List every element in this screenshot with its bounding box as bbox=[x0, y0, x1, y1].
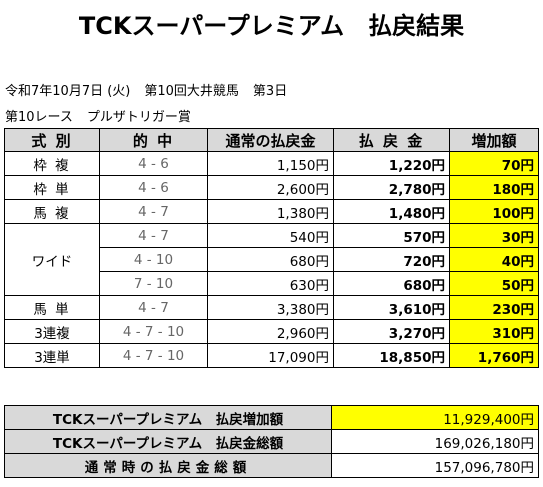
summary-row-premium: TCKスーパープレミアム 払戻金総額 169,026,180円 bbox=[4, 429, 539, 454]
race-date: 令和7年10月7日 (火) bbox=[5, 84, 131, 99]
normal-total-label: 通常時の払戻金総額 bbox=[4, 453, 332, 478]
premium-payout: 720円 bbox=[333, 247, 450, 272]
increase-amount: 310円 bbox=[449, 319, 539, 344]
premium-payout: 680円 bbox=[333, 271, 450, 296]
premium-total-value: 169,026,180円 bbox=[331, 429, 539, 454]
normal-payout: 540円 bbox=[207, 223, 334, 248]
race-info: 第10レース プルザトリガー賞 bbox=[5, 106, 205, 125]
increase-amount: 230円 bbox=[449, 295, 539, 320]
premium-total-label: TCKスーパープレミアム 払戻金総額 bbox=[4, 429, 332, 454]
summary-row-normal: 通常時の払戻金総額 157,096,780円 bbox=[4, 453, 539, 478]
race-name: プルザトリガー賞 bbox=[86, 110, 191, 125]
premium-payout: 1,220円 bbox=[333, 151, 450, 176]
normal-payout: 2,960円 bbox=[207, 319, 334, 344]
table-row: 馬 複 4 - 7 1,380円 1,480円 100円 bbox=[4, 199, 539, 224]
winning-combo: 4 - 6 bbox=[99, 151, 208, 176]
winning-combo: 4 - 7 bbox=[99, 295, 208, 320]
premium-payout: 18,850円 bbox=[333, 343, 450, 368]
page-title: TCKスーパープレミアム 払戻結果 bbox=[78, 12, 465, 40]
increase-total-label: TCKスーパープレミアム 払戻増加額 bbox=[4, 405, 332, 430]
increase-amount: 100円 bbox=[449, 199, 539, 224]
winning-combo: 7 - 10 bbox=[99, 271, 208, 296]
normal-payout: 2,600円 bbox=[207, 175, 334, 200]
table-row: 3連複 4 - 7 - 10 2,960円 3,270円 310円 bbox=[4, 319, 539, 344]
winning-combo: 4 - 7 - 10 bbox=[99, 343, 208, 368]
table-row: 7 - 10 630円 680円 50円 bbox=[5, 271, 539, 296]
normal-payout: 680円 bbox=[207, 247, 334, 272]
normal-payout: 1,380円 bbox=[207, 199, 334, 224]
winning-combo: 4 - 10 bbox=[99, 247, 208, 272]
race-number: 第10レース bbox=[5, 110, 73, 125]
normal-payout: 17,090円 bbox=[207, 343, 334, 368]
header-type: 式 別 bbox=[4, 128, 100, 152]
table-row: 馬 単 4 - 7 3,380円 3,610円 230円 bbox=[4, 295, 539, 320]
premium-payout: 3,270円 bbox=[333, 319, 450, 344]
increase-amount: 180円 bbox=[449, 175, 539, 200]
normal-payout: 3,380円 bbox=[207, 295, 334, 320]
race-meta: 令和7年10月7日 (火) 第10回大井競馬 第3日 bbox=[5, 80, 301, 99]
table-row: 枠 単 4 - 6 2,600円 2,780円 180円 bbox=[4, 175, 539, 200]
table-row: 3連単 4 - 7 - 10 17,090円 18,850円 1,760円 bbox=[4, 343, 539, 368]
normal-payout: 630円 bbox=[207, 271, 334, 296]
increase-amount: 70円 bbox=[449, 151, 539, 176]
bet-type: ワイド bbox=[4, 223, 100, 296]
increase-amount: 1,760円 bbox=[449, 343, 539, 368]
normal-payout: 1,150円 bbox=[207, 151, 334, 176]
increase-total-value: 11,929,400円 bbox=[331, 405, 539, 430]
bet-type: 馬 複 bbox=[4, 199, 100, 224]
payout-table: 式 別 的 中 通常の払戻金 払 戻 金 増加額 枠 複 4 - 6 1,150… bbox=[4, 128, 539, 368]
premium-payout: 570円 bbox=[333, 223, 450, 248]
bet-type: 枠 複 bbox=[4, 151, 100, 176]
table-header-row: 式 別 的 中 通常の払戻金 払 戻 金 増加額 bbox=[4, 128, 539, 152]
table-row: 4 - 10 680円 720円 40円 bbox=[5, 247, 539, 272]
meeting-name: 第10回大井競馬 bbox=[144, 84, 239, 99]
bet-type: 3連複 bbox=[4, 319, 100, 344]
winning-combo: 4 - 7 - 10 bbox=[99, 319, 208, 344]
table-row: 枠 複 4 - 6 1,150円 1,220円 70円 bbox=[4, 151, 539, 176]
premium-payout: 3,610円 bbox=[333, 295, 450, 320]
meeting-day: 第3日 bbox=[252, 84, 288, 99]
winning-combo: 4 - 6 bbox=[99, 175, 208, 200]
premium-payout: 2,780円 bbox=[333, 175, 450, 200]
header-premium: 払 戻 金 bbox=[333, 128, 450, 152]
header-increase: 増加額 bbox=[449, 128, 539, 152]
increase-amount: 50円 bbox=[449, 271, 539, 296]
winning-combo: 4 - 7 bbox=[99, 223, 208, 248]
normal-total-value: 157,096,780円 bbox=[331, 453, 539, 478]
header-combo: 的 中 bbox=[99, 128, 208, 152]
bet-type: 3連単 bbox=[4, 343, 100, 368]
bet-type: 馬 単 bbox=[4, 295, 100, 320]
table-row: ワイド 4 - 7 540円 570円 30円 bbox=[4, 223, 539, 296]
increase-amount: 30円 bbox=[449, 223, 539, 248]
increase-amount: 40円 bbox=[449, 247, 539, 272]
summary-table: TCKスーパープレミアム 払戻増加額 11,929,400円 TCKスーパープレ… bbox=[4, 405, 539, 478]
bet-type: 枠 単 bbox=[4, 175, 100, 200]
premium-payout: 1,480円 bbox=[333, 199, 450, 224]
winning-combo: 4 - 7 bbox=[99, 199, 208, 224]
summary-row-increase: TCKスーパープレミアム 払戻増加額 11,929,400円 bbox=[4, 405, 539, 430]
header-normal: 通常の払戻金 bbox=[207, 128, 334, 152]
